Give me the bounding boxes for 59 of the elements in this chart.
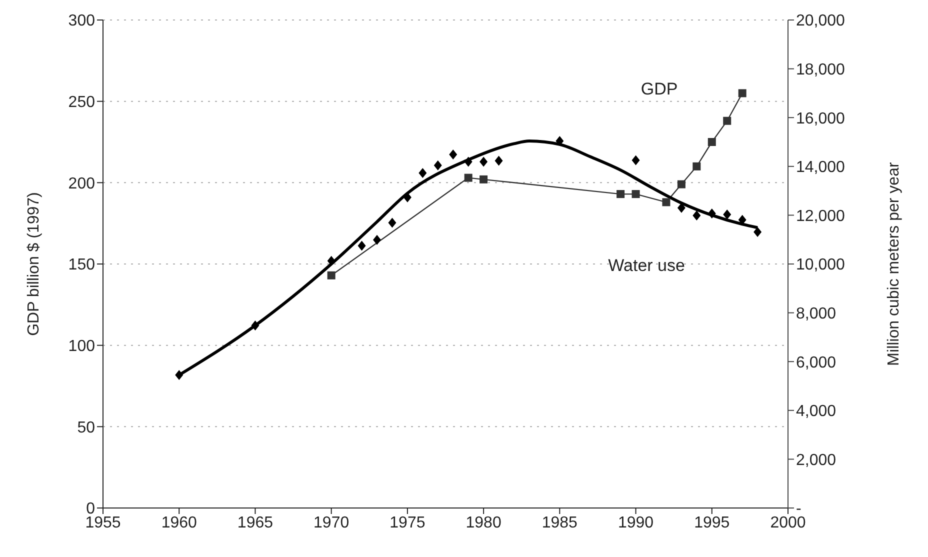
y2-tick-label: 6,000 [796, 354, 836, 372]
y2-tick-label: 2,000 [796, 452, 836, 469]
point [662, 198, 670, 206]
point [708, 208, 716, 218]
y2-tick-label: 8,000 [796, 305, 836, 322]
point [464, 156, 472, 167]
y-tick-label: 300 [68, 12, 96, 30]
y2-tick-label: 16,000 [796, 110, 846, 128]
point [449, 149, 458, 160]
point [175, 370, 184, 380]
x-tick-label: 1990 [618, 514, 654, 532]
point [754, 227, 762, 238]
point [692, 210, 701, 220]
x-tick-label: 1975 [390, 514, 426, 532]
point [692, 162, 701, 170]
text: Water use [608, 256, 685, 276]
x-tick-label: 1960 [161, 514, 198, 532]
point [738, 89, 746, 98]
y-tick-label: 250 [68, 94, 96, 112]
point [677, 202, 686, 213]
point [632, 155, 640, 166]
point [327, 256, 336, 266]
point [327, 271, 336, 280]
point [251, 320, 260, 330]
y-tick-label: 100 [68, 338, 96, 356]
y2-tick-label: 14,000 [796, 159, 846, 176]
y2-tick-label: 10,000 [796, 256, 846, 274]
point [464, 174, 472, 182]
point [556, 136, 564, 146]
x-tick-label: 1995 [694, 514, 730, 532]
point [723, 209, 732, 220]
y2-tick-label: 12,000 [796, 208, 846, 225]
point [494, 156, 503, 166]
point [373, 234, 381, 245]
x-tick-label: 1965 [237, 514, 274, 532]
text: GDP [640, 80, 678, 99]
x-tick-label: 1985 [542, 514, 578, 532]
x-tick-label: 2000 [770, 514, 806, 532]
y2-tick-label: 20,000 [796, 12, 846, 30]
y-axis-title: GDP billion $ (1997) [26, 192, 43, 336]
point [480, 156, 488, 167]
y2-tick-label: 18,000 [796, 61, 846, 78]
point [708, 138, 716, 146]
point [677, 180, 686, 188]
y-tick-label: 200 [68, 175, 96, 192]
point [616, 190, 625, 198]
point [434, 160, 442, 170]
y-tick-label: 50 [77, 419, 96, 436]
point [388, 218, 396, 228]
point [358, 240, 366, 251]
y-tick-label: 150 [68, 256, 96, 274]
point [480, 175, 488, 184]
y2-axis-title: Million cubic meters per year [886, 162, 903, 366]
x-tick-label: 1980 [466, 514, 502, 532]
point [418, 168, 427, 178]
point [632, 190, 640, 198]
y2-tick-label: 4,000 [796, 403, 836, 420]
point [723, 116, 732, 125]
x-tick-label: 1970 [314, 514, 350, 532]
